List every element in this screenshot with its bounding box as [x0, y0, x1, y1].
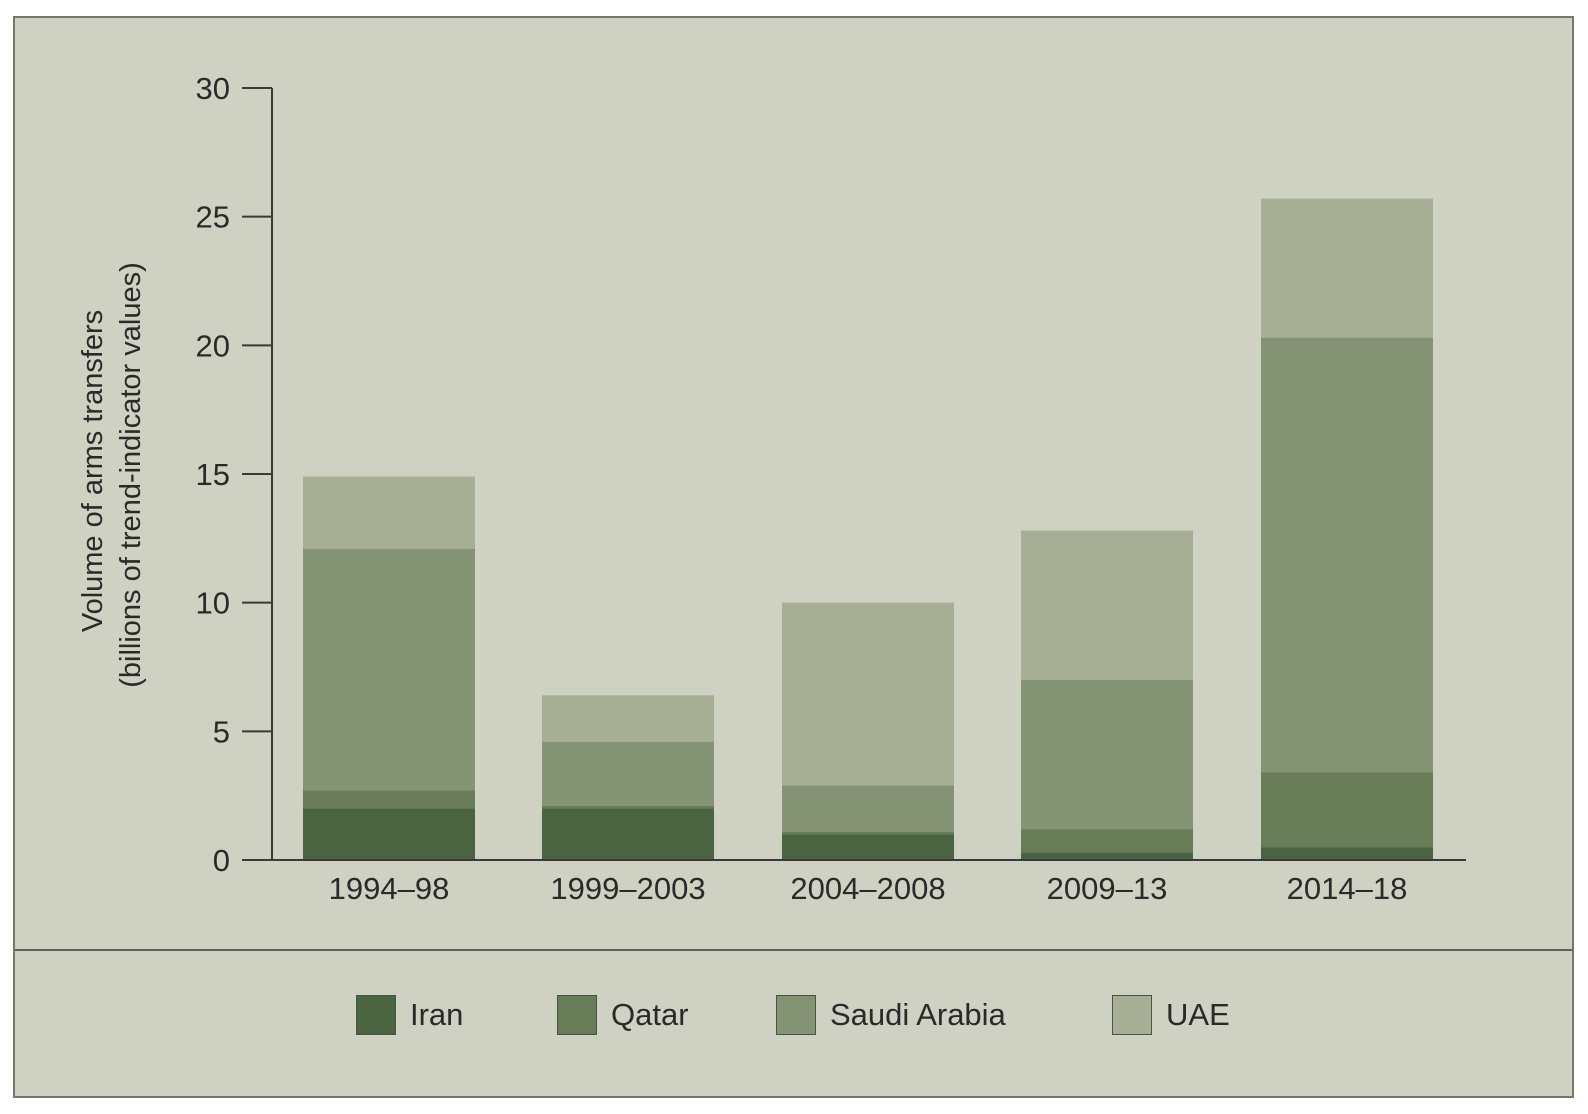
- legend-label: Iran: [410, 997, 464, 1032]
- bar-segment-uae: [1261, 198, 1433, 338]
- legend-label: UAE: [1166, 997, 1230, 1032]
- bar-segment-uae: [542, 695, 714, 742]
- legend-swatch: [356, 995, 396, 1035]
- bars: [303, 198, 1433, 860]
- x-axis-labels: 1994–98 1999–2003 2004–2008 2009–13 2014–18: [329, 871, 1408, 906]
- legend-label: Saudi Arabia: [830, 997, 1006, 1032]
- bar-segment-iran: [542, 808, 714, 860]
- x-tick-label: 1999–2003: [550, 871, 705, 906]
- bar-segment-saudi-arabia: [303, 548, 475, 791]
- bar-segment-qatar: [1021, 829, 1193, 853]
- bar-segment-iran: [782, 834, 954, 860]
- y-tick-label: 15: [196, 457, 230, 492]
- legend-item-saudi-arabia: Saudi Arabia: [776, 993, 1006, 1037]
- y-axis-title-line2: (billions of trend-indicator values): [115, 262, 147, 688]
- stacked-bar-chart: Volume of arms transfers (billions of tr…: [77, 71, 1466, 906]
- bar-segment-uae: [782, 602, 954, 786]
- y-tick-label: 0: [213, 843, 230, 878]
- legend-divider: [15, 949, 1572, 951]
- bar-segment-uae: [303, 476, 475, 549]
- bar-segment-saudi-arabia: [1261, 337, 1433, 773]
- bar-segment-saudi-arabia: [1021, 679, 1193, 830]
- bar-segment-qatar: [782, 831, 954, 835]
- x-tick-label: 2009–13: [1047, 871, 1168, 906]
- legend-label: Qatar: [611, 997, 689, 1032]
- bar-segment-saudi-arabia: [542, 741, 714, 806]
- bar-segment-iran: [1021, 852, 1193, 860]
- y-axis-ticks: 0 5 10 15 20 25 30: [196, 71, 272, 878]
- bar-segment-saudi-arabia: [782, 785, 954, 832]
- legend-item-uae: UAE: [1112, 993, 1230, 1037]
- y-tick-label: 10: [196, 586, 230, 621]
- legend-item-qatar: Qatar: [557, 993, 689, 1037]
- legend-swatch: [557, 995, 597, 1035]
- legend-swatch: [776, 995, 816, 1035]
- y-tick-label: 30: [196, 71, 230, 106]
- y-tick-label: 25: [196, 200, 230, 235]
- y-axis-title: Volume of arms transfers (billions of tr…: [77, 262, 147, 688]
- bar-segment-iran: [303, 808, 475, 860]
- legend-swatch: [1112, 995, 1152, 1035]
- y-tick-label: 20: [196, 328, 230, 363]
- bar-segment-qatar: [1261, 772, 1433, 848]
- x-tick-label: 2014–18: [1287, 871, 1408, 906]
- bar-segment-iran: [1261, 847, 1433, 860]
- chart-frame: Volume of arms transfers (billions of tr…: [13, 16, 1574, 1098]
- bar-segment-qatar: [303, 790, 475, 809]
- legend-item-iran: Iran: [356, 993, 463, 1037]
- bar-segment-uae: [1021, 530, 1193, 680]
- x-tick-label: 1994–98: [329, 871, 450, 906]
- bar-segment-qatar: [542, 805, 714, 809]
- x-tick-label: 2004–2008: [790, 871, 945, 906]
- y-axis-title-line1: Volume of arms transfers: [77, 310, 109, 632]
- y-tick-label: 5: [213, 714, 230, 749]
- legend: Iran Qatar Saudi Arabia UAE: [15, 993, 1576, 1043]
